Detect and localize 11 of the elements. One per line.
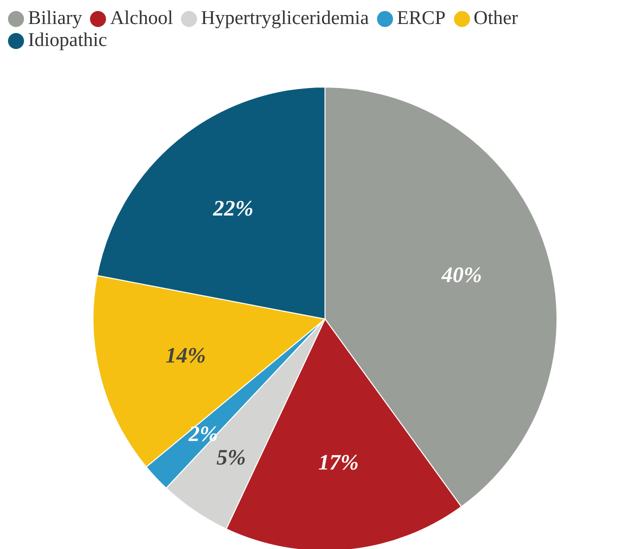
legend-label: ERCP [396, 8, 446, 30]
legend-label: Hypertrygliceridemia [200, 8, 369, 30]
legend-label: Idiopathic [27, 30, 108, 52]
data-label: 5% [216, 444, 246, 470]
data-label: 17% [318, 450, 359, 475]
data-label: 22% [212, 196, 254, 221]
data-label: 40% [440, 262, 482, 288]
legend-label: Alchool [109, 8, 173, 30]
data-label: 14% [166, 342, 206, 368]
legend-label: Biliary [27, 8, 82, 30]
legend-label: Other [472, 8, 518, 30]
